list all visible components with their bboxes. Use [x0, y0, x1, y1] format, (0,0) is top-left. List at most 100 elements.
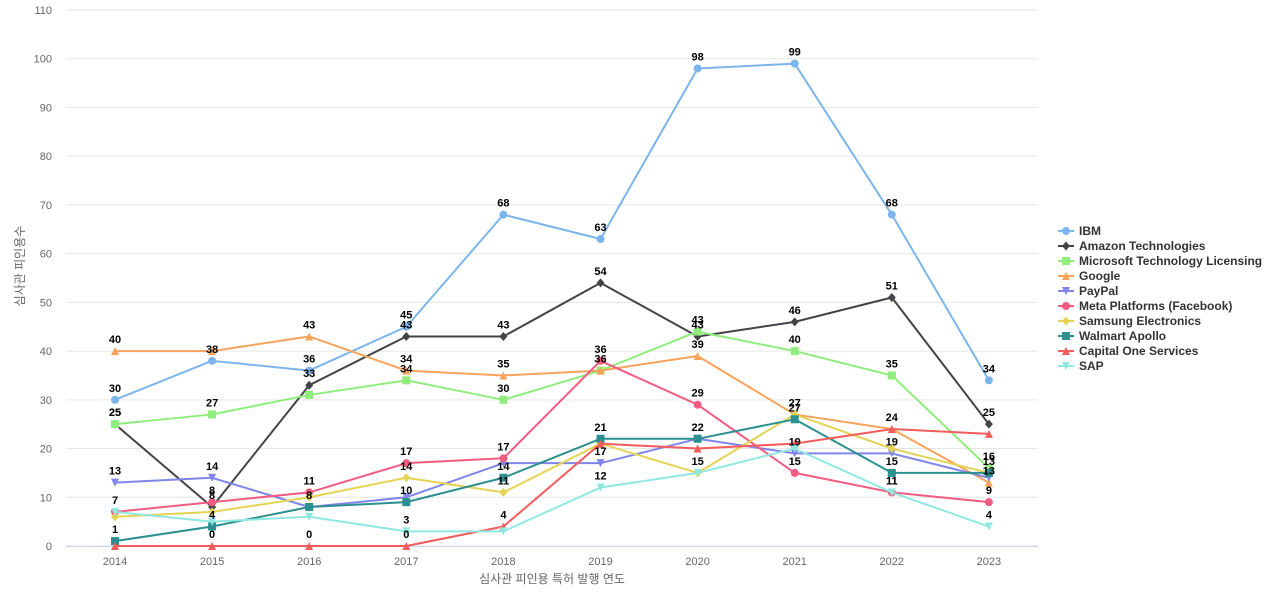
data-point[interactable] — [111, 347, 119, 356]
legend-item[interactable]: Capital One Services — [1058, 344, 1199, 358]
data-point[interactable] — [208, 522, 217, 531]
data-point[interactable] — [790, 468, 799, 477]
data-point[interactable] — [499, 395, 508, 404]
data-point[interactable] — [693, 434, 702, 443]
data-point[interactable] — [208, 410, 217, 419]
data-point[interactable] — [402, 459, 411, 468]
data-point[interactable] — [984, 478, 993, 487]
legend-symbol[interactable] — [1062, 332, 1070, 340]
data-point[interactable] — [208, 498, 217, 507]
data-point[interactable] — [111, 395, 119, 404]
data-point[interactable] — [208, 507, 217, 517]
data-point[interactable] — [693, 327, 702, 336]
data-point[interactable] — [111, 542, 119, 550]
legend-symbol[interactable] — [1062, 316, 1070, 326]
legend-symbol[interactable] — [1062, 241, 1070, 251]
data-point[interactable] — [402, 322, 411, 331]
data-point[interactable] — [596, 483, 605, 492]
data-point[interactable] — [693, 468, 702, 477]
series-line[interactable] — [115, 428, 989, 547]
data-point[interactable] — [984, 522, 993, 531]
data-point[interactable] — [887, 444, 896, 454]
data-point[interactable] — [305, 390, 314, 399]
data-point[interactable] — [984, 468, 993, 477]
series-line[interactable] — [114, 447, 990, 533]
data-point[interactable] — [499, 487, 508, 497]
legend-symbol[interactable] — [1062, 362, 1070, 370]
series-line[interactable] — [114, 413, 990, 518]
data-point[interactable] — [208, 473, 217, 482]
data-point[interactable] — [596, 235, 605, 244]
data-point[interactable] — [596, 439, 605, 448]
data-point[interactable] — [984, 429, 993, 438]
legend-item[interactable]: IBM — [1058, 224, 1101, 238]
data-point[interactable] — [402, 331, 411, 341]
data-point[interactable] — [499, 331, 508, 341]
data-point[interactable] — [402, 498, 411, 507]
legend-symbol[interactable] — [1062, 347, 1070, 355]
data-point[interactable] — [984, 376, 993, 385]
legend-item[interactable]: Google — [1058, 269, 1121, 283]
data-point[interactable] — [402, 493, 411, 502]
data-point[interactable] — [305, 542, 314, 550]
legend-symbol[interactable] — [1062, 272, 1070, 280]
data-point[interactable] — [305, 503, 314, 512]
data-point[interactable] — [887, 425, 896, 434]
data-point[interactable] — [402, 376, 411, 385]
data-point[interactable] — [499, 454, 508, 463]
data-point[interactable] — [790, 317, 799, 327]
data-point[interactable] — [499, 210, 508, 219]
legend-item[interactable]: Amazon Technologies — [1058, 239, 1206, 253]
legend-item[interactable]: Walmart Apollo — [1058, 329, 1166, 343]
data-point[interactable] — [208, 356, 217, 365]
data-point[interactable] — [111, 478, 119, 487]
data-point[interactable] — [402, 542, 411, 550]
data-point[interactable] — [305, 488, 314, 497]
series-line[interactable] — [114, 418, 989, 543]
legend-item[interactable]: Microsoft Technology Licensing — [1058, 254, 1262, 268]
data-point[interactable] — [790, 415, 799, 424]
data-point[interactable] — [887, 468, 896, 477]
series-line[interactable] — [114, 359, 989, 513]
series-line[interactable] — [114, 62, 990, 401]
data-point[interactable] — [887, 488, 896, 497]
data-point[interactable] — [790, 59, 799, 68]
data-point[interactable] — [790, 449, 799, 458]
data-point[interactable] — [402, 527, 411, 536]
data-point[interactable] — [499, 473, 508, 482]
legend-item[interactable]: Meta Platforms (Facebook) — [1058, 299, 1232, 313]
data-point[interactable] — [208, 517, 217, 526]
data-point[interactable] — [305, 492, 314, 502]
data-point[interactable] — [790, 347, 799, 356]
data-point[interactable] — [111, 537, 119, 546]
data-point[interactable] — [208, 542, 217, 550]
series-line[interactable] — [114, 281, 990, 509]
legend-symbol[interactable] — [1062, 227, 1070, 235]
data-point[interactable] — [693, 400, 702, 409]
data-point[interactable] — [887, 371, 896, 380]
series-line[interactable] — [114, 330, 990, 469]
data-point[interactable] — [984, 419, 993, 429]
legend-symbol[interactable] — [1062, 302, 1070, 310]
legend-symbol[interactable] — [1062, 257, 1070, 265]
data-point[interactable] — [693, 444, 702, 453]
legend-symbol[interactable] — [1062, 287, 1070, 295]
series-line[interactable] — [114, 437, 990, 509]
data-point[interactable] — [887, 449, 896, 458]
legend-item[interactable]: PayPal — [1058, 284, 1118, 298]
data-point[interactable] — [499, 371, 508, 380]
data-point[interactable] — [887, 292, 896, 302]
data-point[interactable] — [305, 512, 314, 521]
legend-item[interactable]: Samsung Electronics — [1058, 314, 1201, 328]
data-point[interactable] — [984, 464, 993, 473]
data-point[interactable] — [402, 366, 411, 375]
legend-item[interactable]: SAP — [1058, 359, 1104, 373]
data-point[interactable] — [305, 332, 314, 341]
data-point[interactable] — [596, 278, 605, 288]
series-line[interactable] — [115, 335, 990, 484]
data-point[interactable] — [596, 356, 605, 365]
data-point[interactable] — [305, 366, 314, 375]
data-point[interactable] — [305, 380, 314, 390]
data-point[interactable] — [790, 444, 799, 453]
data-point[interactable] — [596, 459, 605, 468]
